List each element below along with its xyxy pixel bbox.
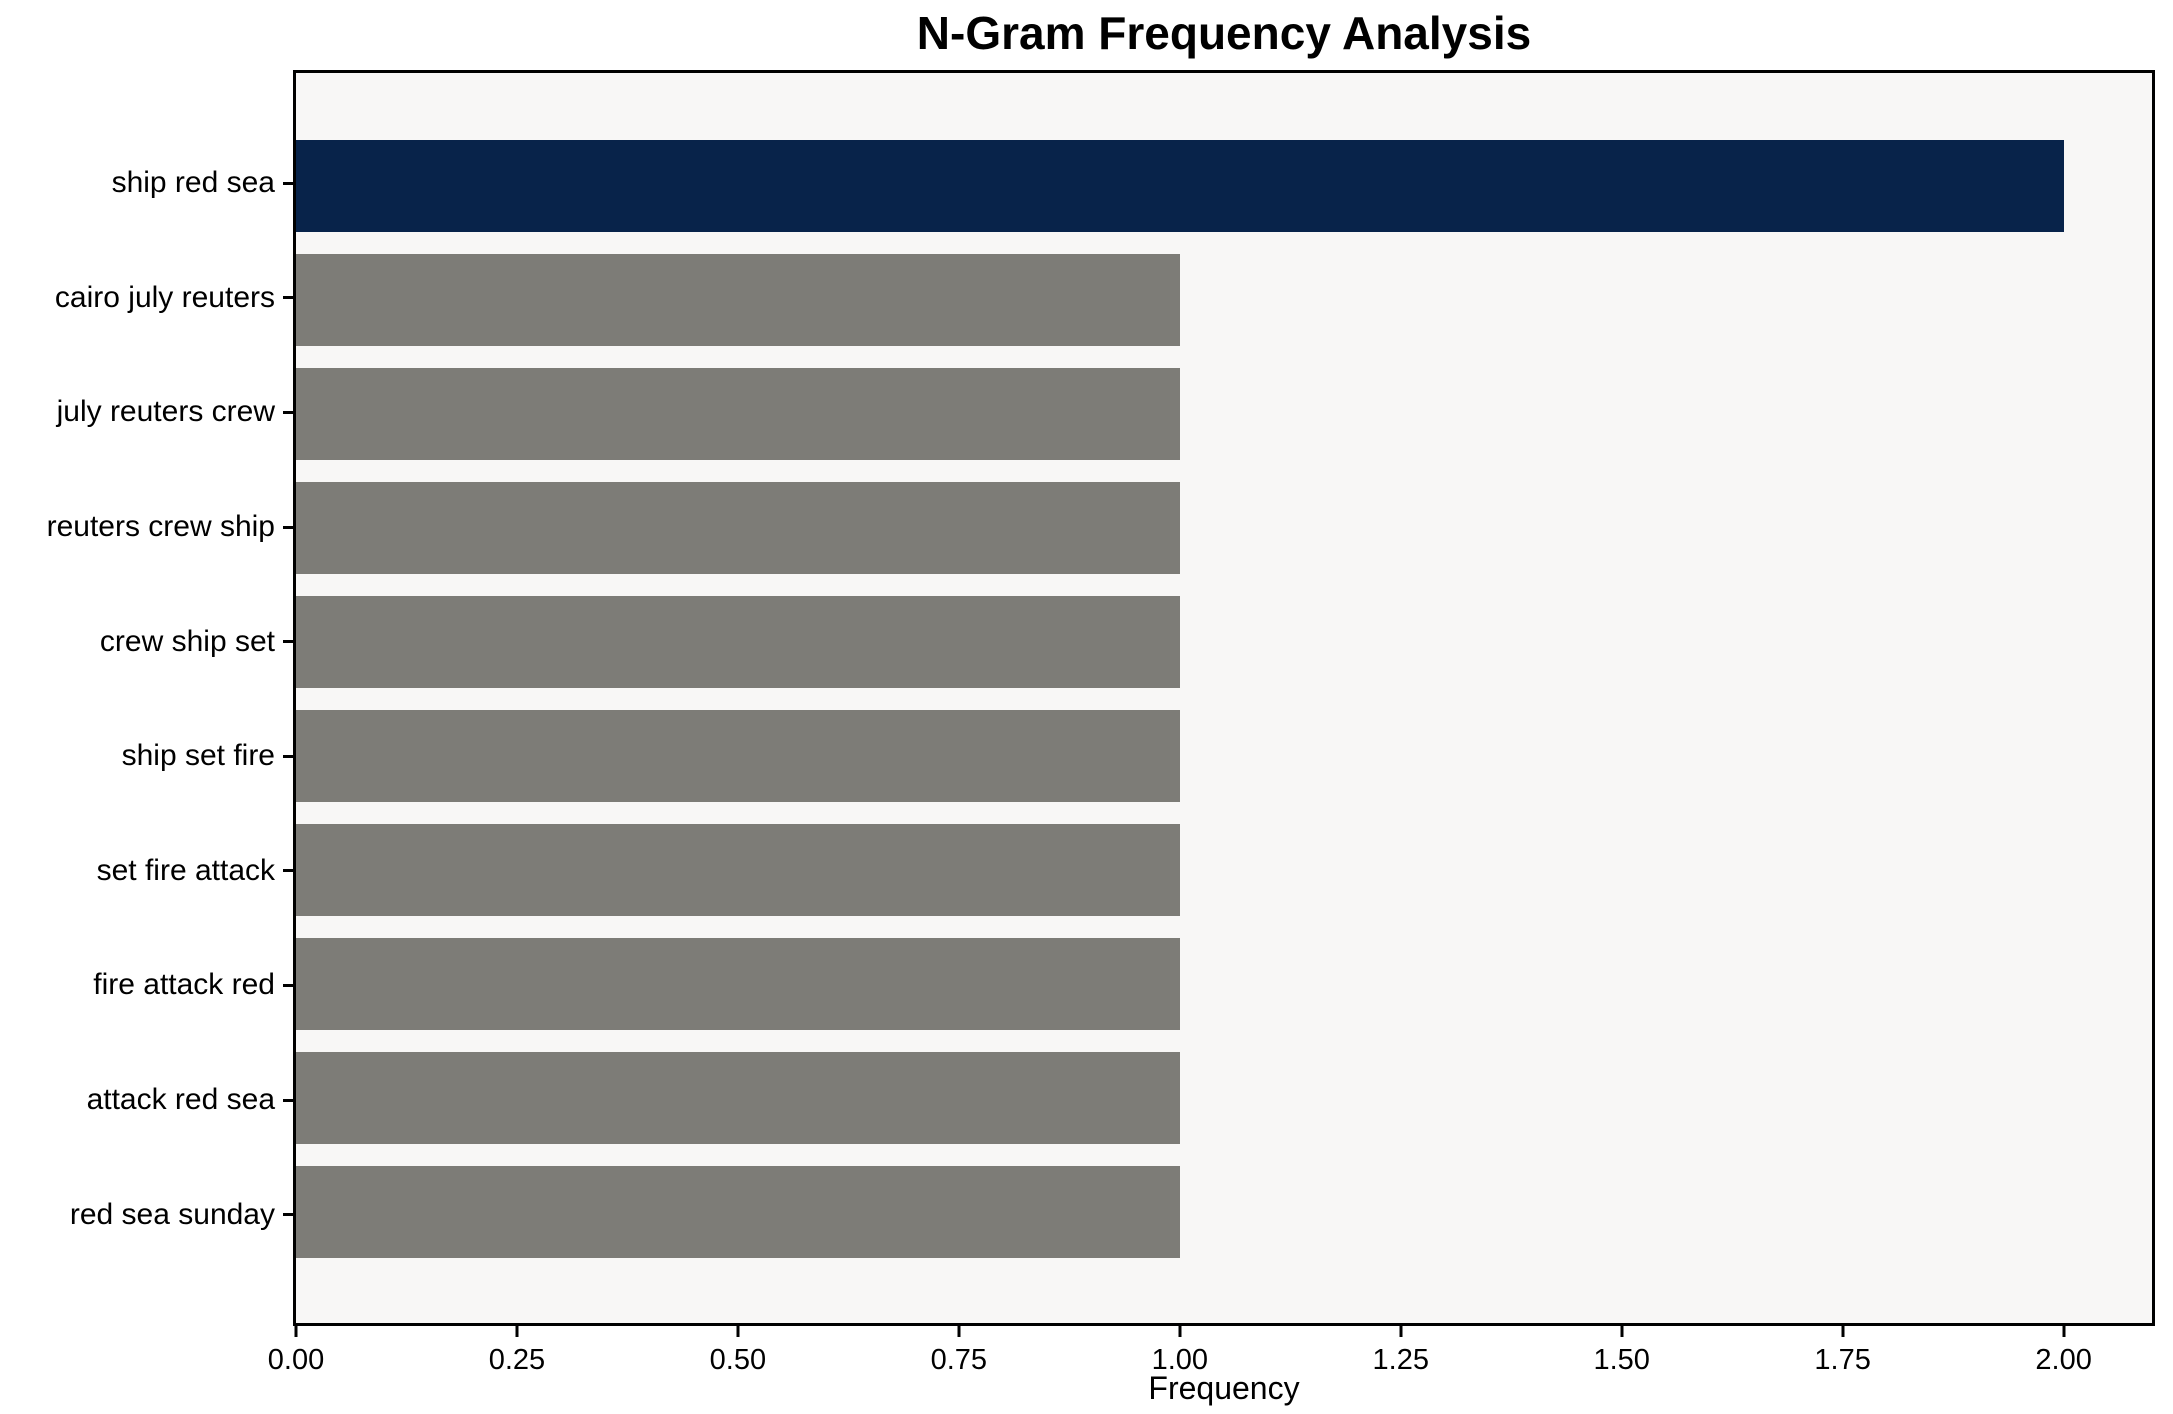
y-tick-label: reuters crew ship [46,510,275,544]
y-tick-cell: red sea sunday [0,1157,293,1272]
bar-ship-set-fire [296,709,1180,803]
y-tick-mark [283,640,293,644]
y-tick-mark [283,410,293,414]
bar-row [296,699,2152,813]
y-tick-cell: reuters crew ship [0,470,293,585]
y-tick-label: cairo july reuters [54,280,275,314]
y-tick-label: july reuters crew [56,395,275,429]
x-tick-label: 0.25 [488,1344,546,1376]
y-tick-cell: fire attack red [0,928,293,1043]
x-tick-mark [515,1326,519,1337]
x-tick-label: 1.25 [1372,1344,1429,1376]
x-tick-label: 2.00 [2035,1344,2092,1376]
bar-row [296,129,2152,243]
y-tick-mark [283,296,293,300]
x-axis: 0.00 0.25 0.50 0.75 1.00 1.25 1.50 1.75 2.00 [268,1326,2152,1386]
y-tick-cell: crew ship set [0,584,293,699]
bar-row [296,243,2152,357]
y-tick-label: crew ship set [99,624,275,658]
x-tick-label: 0.00 [267,1344,325,1376]
bar-cairo-july-reuters [296,253,1180,347]
bars-area [296,73,2152,1323]
y-tick-mark [283,525,293,529]
x-tick-mark [1620,1326,1624,1337]
bar-fire-attack-red [296,937,1180,1031]
bar-row [296,585,2152,699]
bar-ship-red-sea [296,139,2064,233]
bar-row [296,471,2152,585]
y-tick-cell: july reuters crew [0,355,293,470]
y-tick-mark [283,1098,293,1102]
y-tick-mark [283,869,293,873]
x-tick-mark [1841,1326,1845,1337]
x-tick-mark [294,1326,298,1337]
bar-set-fire-attack [296,823,1180,917]
x-tick-label: 1.00 [1151,1344,1209,1376]
y-tick-label: ship red sea [111,166,275,200]
x-tick-label: 1.50 [1593,1344,1650,1376]
bar-reuters-crew-ship [296,481,1180,575]
x-tick-mark [1399,1326,1403,1337]
y-tick-cell: attack red sea [0,1043,293,1158]
bar-row [296,1041,2152,1155]
bar-row [296,927,2152,1041]
x-tick-mark [957,1326,961,1337]
plot-area [293,70,2155,1326]
x-tick-label: 0.75 [930,1344,988,1376]
y-tick-cell: set fire attack [0,814,293,929]
x-tick-label: 1.75 [1814,1344,1871,1376]
y-tick-mark [283,181,293,185]
y-tick-label: set fire attack [96,853,275,887]
bar-july-reuters-crew [296,367,1180,461]
bar-row [296,1155,2152,1269]
x-tick-mark [1178,1326,1182,1337]
y-tick-label: red sea sunday [69,1197,275,1231]
x-axis-title: Frequency [1148,1370,1300,1406]
x-tick-label: 0.50 [709,1344,767,1376]
y-tick-label: fire attack red [93,968,275,1002]
bar-red-sea-sunday [296,1165,1180,1259]
y-tick-cell: ship set fire [0,699,293,814]
y-tick-label: ship set fire [121,739,275,773]
y-tick-mark [283,754,293,758]
bar-row [296,813,2152,927]
bar-row [296,357,2152,471]
bar-crew-ship-set [296,595,1180,689]
y-axis-labels: ship red sea cairo july reuters july reute… [0,70,293,1326]
y-tick-cell: cairo july reuters [0,241,293,356]
x-tick-mark [2062,1326,2066,1337]
x-tick-mark [736,1326,740,1337]
y-tick-label: attack red sea [86,1083,275,1117]
chart-title: N-Gram Frequency Analysis [916,7,1532,59]
y-tick-cell: ship red sea [0,126,293,241]
bar-attack-red-sea [296,1051,1180,1145]
y-tick-mark [283,1213,293,1217]
y-tick-mark [283,983,293,987]
